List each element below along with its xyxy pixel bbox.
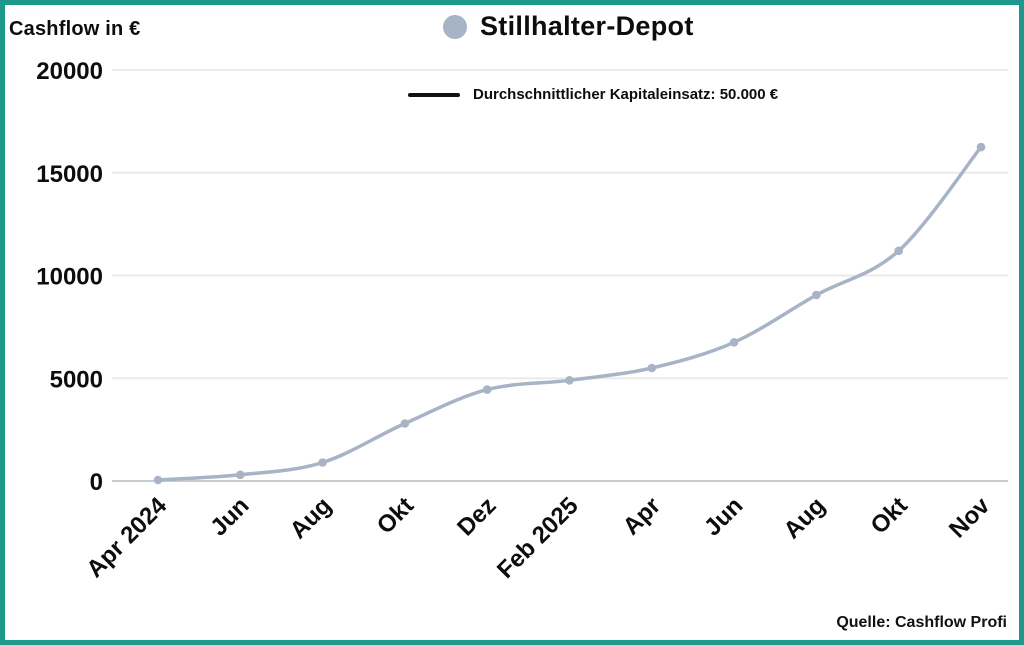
legend-reference: Durchschnittlicher Kapitaleinsatz: 50.00…: [408, 86, 778, 103]
svg-text:Apr: Apr: [618, 492, 666, 540]
svg-text:Jun: Jun: [699, 492, 748, 541]
svg-text:5000: 5000: [50, 366, 103, 393]
reference-line-icon: [408, 92, 460, 97]
y-axis-title: Cashflow in €: [9, 18, 141, 40]
svg-text:Nov: Nov: [944, 492, 996, 544]
legend-series: Stillhalter-Depot: [443, 11, 694, 42]
svg-text:Okt: Okt: [866, 492, 913, 539]
svg-text:Feb 2025: Feb 2025: [492, 492, 584, 584]
svg-text:15000: 15000: [36, 161, 103, 188]
source-note: Quelle: Cashflow Profi: [836, 614, 1007, 631]
series-marker-icon: [443, 14, 467, 39]
svg-text:Dez: Dez: [452, 492, 501, 541]
svg-text:20000: 20000: [36, 58, 103, 85]
svg-text:Jun: Jun: [205, 492, 254, 541]
svg-text:Apr 2024: Apr 2024: [81, 492, 172, 583]
svg-text:0: 0: [90, 469, 103, 496]
svg-text:Okt: Okt: [372, 492, 419, 539]
legend-series-label: Stillhalter-Depot: [480, 11, 694, 41]
svg-text:Aug: Aug: [779, 492, 831, 544]
legend-reference-label: Durchschnittlicher Kapitaleinsatz: 50.00…: [473, 86, 779, 103]
svg-text:Aug: Aug: [285, 492, 337, 544]
svg-text:10000: 10000: [36, 264, 103, 291]
